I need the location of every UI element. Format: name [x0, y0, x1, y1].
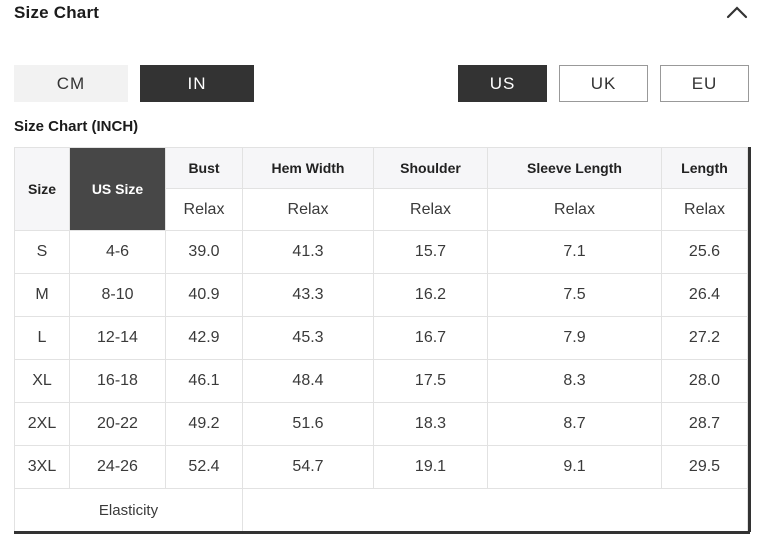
vertical-scrollbar[interactable] — [748, 147, 751, 532]
horizontal-scrollbar[interactable] — [14, 531, 750, 534]
cell-hem-width: 43.3 — [242, 273, 374, 317]
cell-sleeve-length: 7.9 — [487, 316, 662, 360]
cell-bust: 39.0 — [165, 230, 243, 274]
cell-length: 29.5 — [661, 445, 748, 489]
cell-hem-width: 51.6 — [242, 402, 374, 446]
unit-cm-button[interactable]: CM — [14, 65, 128, 102]
cell-size: S — [14, 230, 70, 274]
fit-type-cell: Relax — [373, 188, 488, 231]
cell-length: 26.4 — [661, 273, 748, 317]
region-eu-button[interactable]: EU — [660, 65, 749, 102]
elasticity-label: Elasticity — [14, 488, 243, 532]
region-us-button[interactable]: US — [458, 65, 547, 102]
cell-sleeve-length: 7.5 — [487, 273, 662, 317]
cell-size: 2XL — [14, 402, 70, 446]
col-header-length: Length — [661, 147, 748, 189]
cell-length: 25.6 — [661, 230, 748, 274]
cell-bust: 52.4 — [165, 445, 243, 489]
col-header-us-size: US Size — [69, 147, 166, 231]
cell-shoulder: 16.7 — [373, 316, 488, 360]
cell-size: 3XL — [14, 445, 70, 489]
cell-us-size: 4-6 — [69, 230, 166, 274]
table-row: 2XL 20-22 49.2 51.6 18.3 8.7 28.7 — [14, 402, 748, 446]
size-table-scroll-container: Size US Size Bust Hem Width Shoulder Sle… — [14, 147, 751, 534]
cell-hem-width: 41.3 — [242, 230, 374, 274]
fit-type-cell: Relax — [165, 188, 243, 231]
col-header-size: Size — [14, 147, 70, 231]
toggle-row: CM IN US UK EU — [0, 65, 772, 102]
page-title: Size Chart — [14, 3, 100, 22]
cell-sleeve-length: 9.1 — [487, 445, 662, 489]
cell-size: M — [14, 273, 70, 317]
fit-type-cell: Relax — [242, 188, 374, 231]
cell-us-size: 16-18 — [69, 359, 166, 403]
panel-header: Size Chart — [0, 0, 772, 23]
cell-size: XL — [14, 359, 70, 403]
cell-shoulder: 17.5 — [373, 359, 488, 403]
chevron-up-icon — [726, 6, 748, 23]
col-header-bust: Bust — [165, 147, 243, 189]
cell-length: 27.2 — [661, 316, 748, 360]
cell-us-size: 24-26 — [69, 445, 166, 489]
cell-shoulder: 18.3 — [373, 402, 488, 446]
cell-shoulder: 16.2 — [373, 273, 488, 317]
cell-bust: 42.9 — [165, 316, 243, 360]
region-uk-button[interactable]: UK — [559, 65, 648, 102]
unit-toggle-group: CM IN — [14, 65, 254, 102]
cell-us-size: 8-10 — [69, 273, 166, 317]
cell-length: 28.7 — [661, 402, 748, 446]
col-header-hem-width: Hem Width — [242, 147, 374, 189]
fit-type-cell: Relax — [487, 188, 662, 231]
cell-length: 28.0 — [661, 359, 748, 403]
cell-hem-width: 54.7 — [242, 445, 374, 489]
cell-hem-width: 48.4 — [242, 359, 374, 403]
elasticity-row: Elasticity — [14, 488, 748, 532]
table-heading: Size Chart (INCH) — [14, 118, 139, 135]
cell-hem-width: 45.3 — [242, 316, 374, 360]
col-header-sleeve-length: Sleeve Length — [487, 147, 662, 189]
table-row: M 8-10 40.9 43.3 16.2 7.5 26.4 — [14, 273, 748, 317]
cell-shoulder: 15.7 — [373, 230, 488, 274]
cell-sleeve-length: 7.1 — [487, 230, 662, 274]
elasticity-value-cell — [242, 488, 748, 532]
collapse-panel-button[interactable] — [724, 3, 750, 22]
region-toggle-group: US UK EU — [458, 65, 749, 102]
cell-bust: 46.1 — [165, 359, 243, 403]
unit-in-button[interactable]: IN — [140, 65, 254, 102]
fit-type-cell: Relax — [661, 188, 748, 231]
col-header-shoulder: Shoulder — [373, 147, 488, 189]
fit-type-row: Relax Relax Relax Relax Relax — [15, 188, 748, 231]
table-row: XL 16-18 46.1 48.4 17.5 8.3 28.0 — [14, 359, 748, 403]
cell-shoulder: 19.1 — [373, 445, 488, 489]
cell-us-size: 12-14 — [69, 316, 166, 360]
table-row: 3XL 24-26 52.4 54.7 19.1 9.1 29.5 — [14, 445, 748, 489]
cell-size: L — [14, 316, 70, 360]
table-header-row: Size US Size Bust Hem Width Shoulder Sle… — [14, 147, 748, 231]
cell-sleeve-length: 8.7 — [487, 402, 662, 446]
table-row: S 4-6 39.0 41.3 15.7 7.1 25.6 — [14, 230, 748, 274]
cell-bust: 40.9 — [165, 273, 243, 317]
size-table: Size US Size Bust Hem Width Shoulder Sle… — [14, 147, 748, 532]
cell-bust: 49.2 — [165, 402, 243, 446]
cell-us-size: 20-22 — [69, 402, 166, 446]
table-row: L 12-14 42.9 45.3 16.7 7.9 27.2 — [14, 316, 748, 360]
cell-sleeve-length: 8.3 — [487, 359, 662, 403]
